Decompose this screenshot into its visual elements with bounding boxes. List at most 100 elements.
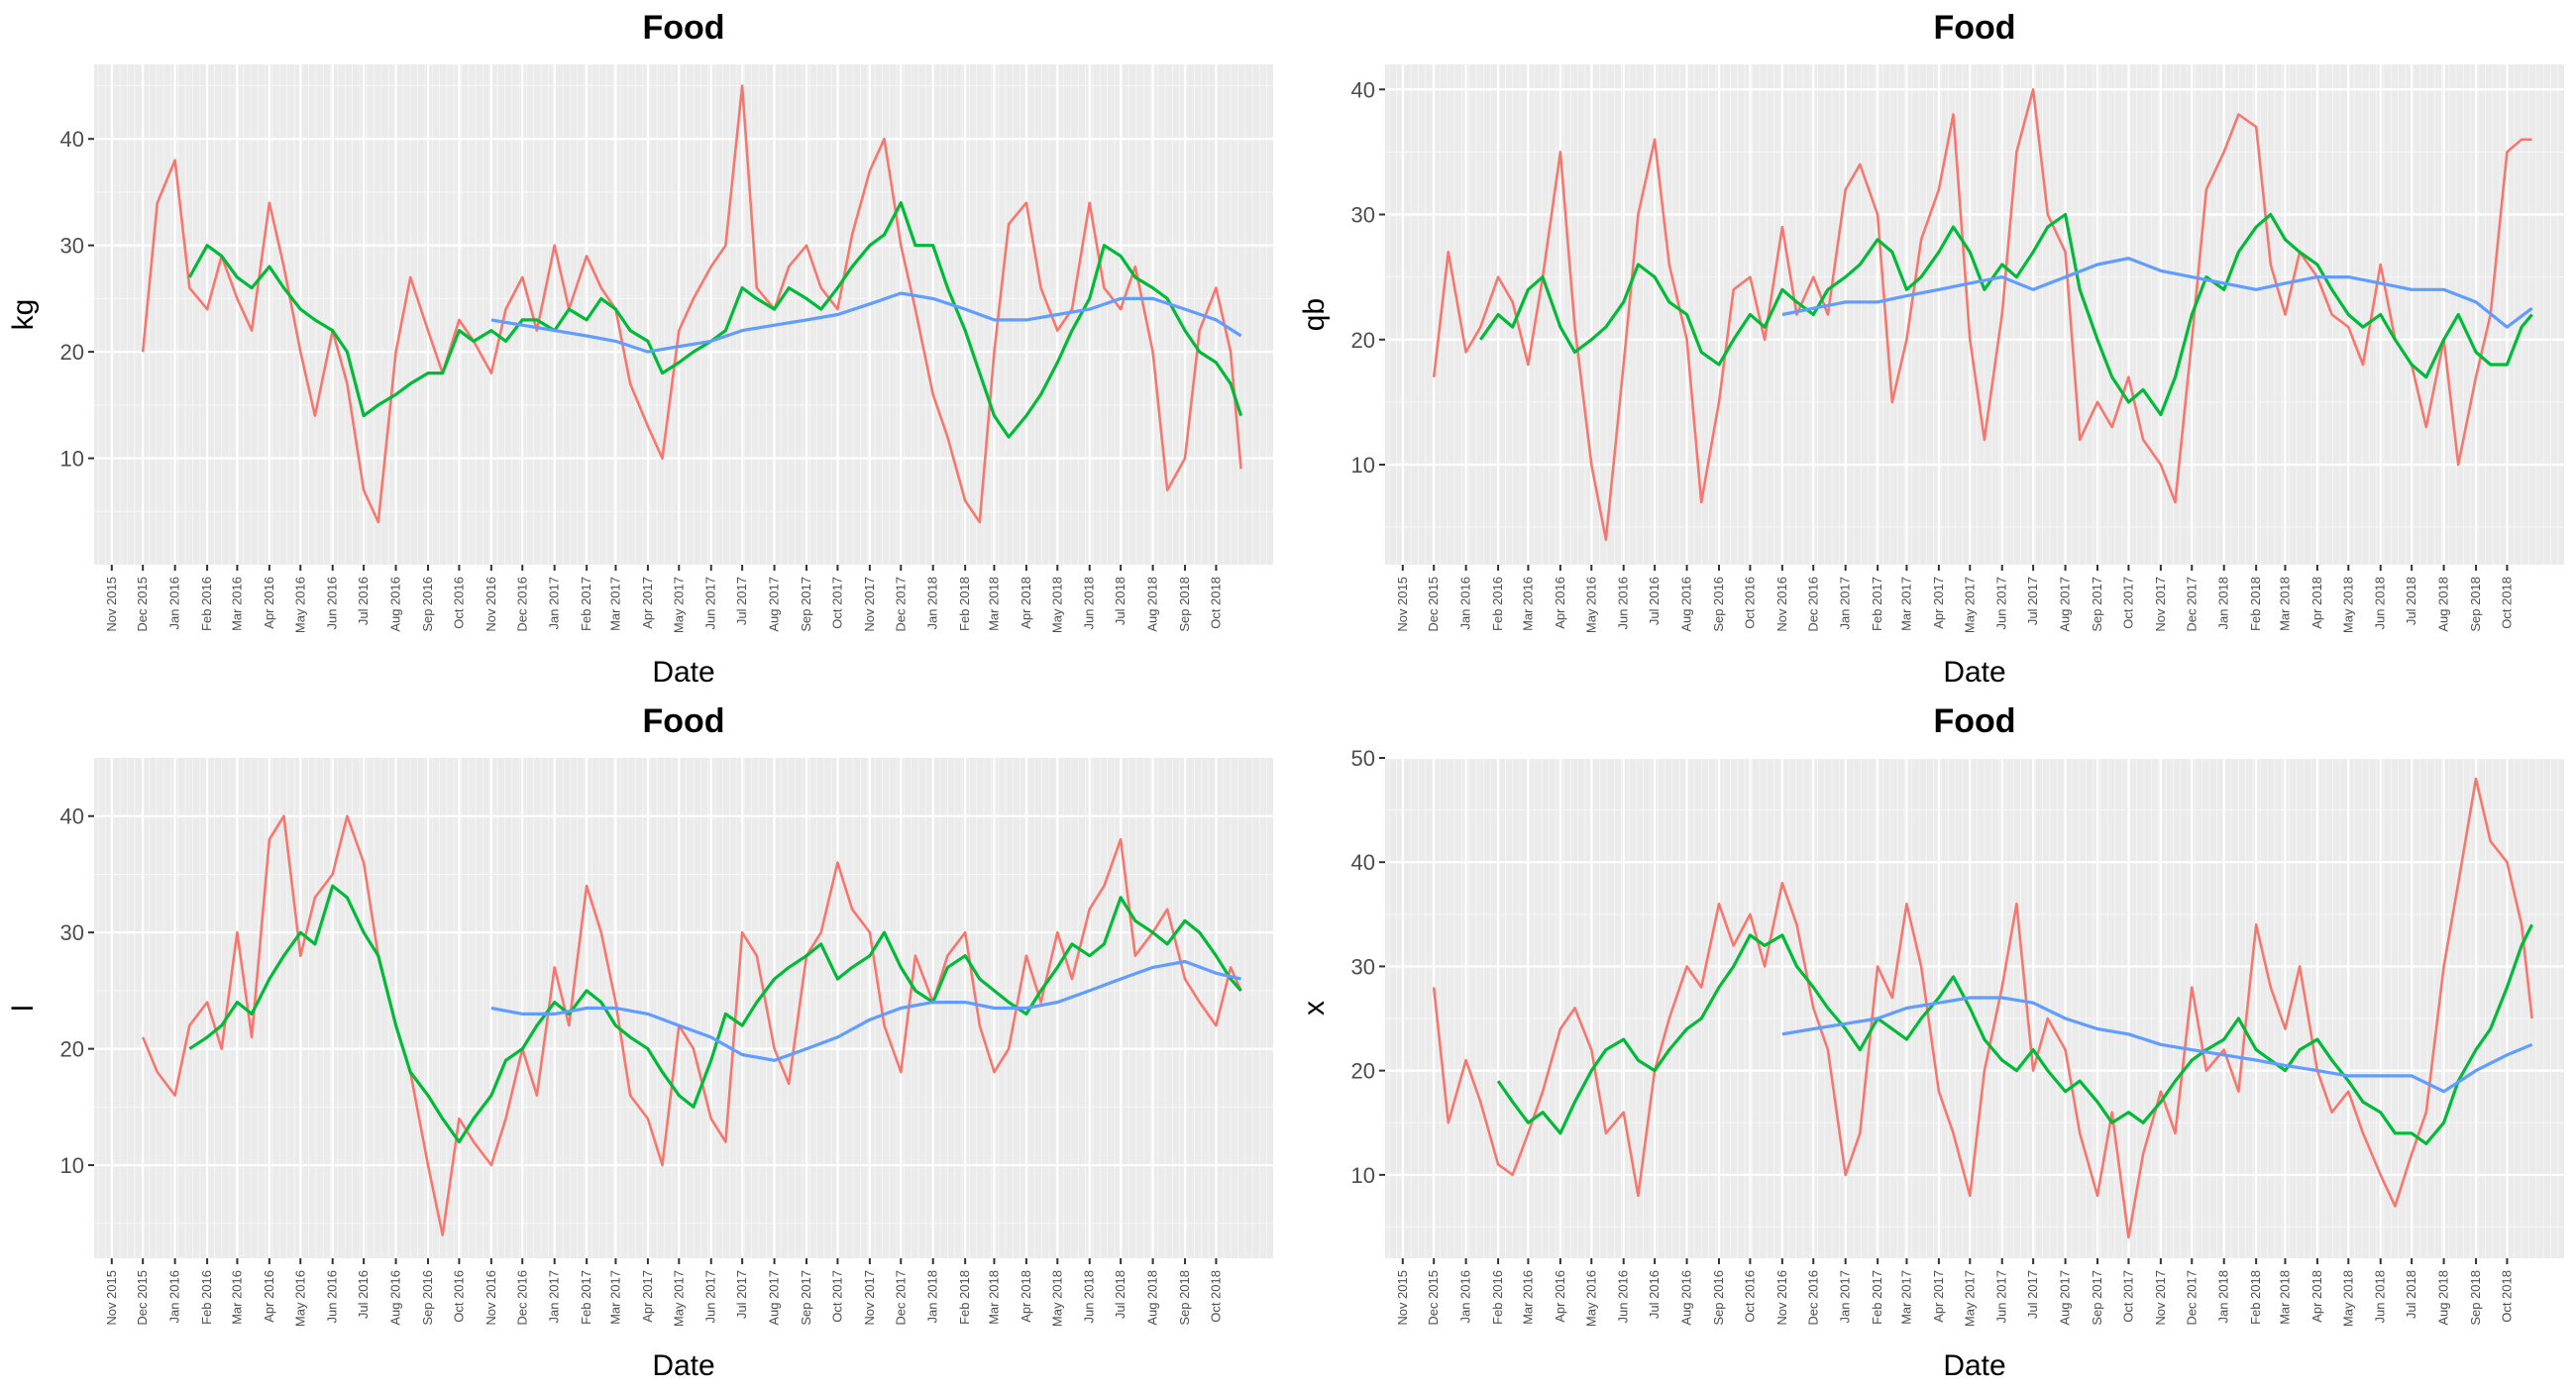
- x-tick-label: Aug 2016: [1679, 577, 1694, 632]
- x-tick-label: Apr 2017: [1931, 1270, 1946, 1323]
- x-tick-label: Mar 2017: [607, 577, 622, 631]
- x-tick-label: Sep 2017: [799, 577, 813, 632]
- chart-panel-3: Nov 2015 Dec 2015 Jan 2016 Feb 2016 Mar 2016…: [7, 702, 1273, 1382]
- y-tick-label: 10: [60, 447, 84, 472]
- y-tick-label: 40: [1351, 850, 1375, 875]
- x-tick-label: Jul 2018: [2404, 577, 2418, 625]
- y-tick-label: 30: [60, 234, 84, 259]
- series-line-long_ma: [490, 291, 1242, 354]
- series-line-short_ma: [1496, 923, 2534, 1145]
- x-tick-label: Oct 2016: [451, 1270, 466, 1323]
- x-tick-label: Jul 2017: [734, 577, 749, 625]
- y-tick-label: 20: [60, 1037, 84, 1062]
- x-tick-label: Apr 2017: [1931, 577, 1946, 629]
- chart-title: Food: [1933, 702, 2015, 740]
- x-tick-label: Jul 2016: [1647, 577, 1662, 625]
- x-tick-label: Aug 2018: [1145, 1270, 1160, 1326]
- x-tick-label: Mar 2016: [229, 577, 244, 631]
- x-tick-label: Feb 2017: [1870, 577, 1884, 631]
- x-tick-label: Aug 2016: [388, 577, 403, 632]
- x-tick-label: Dec 2016: [514, 1270, 529, 1326]
- x-tick-label: Sep 2016: [420, 1270, 435, 1326]
- x-tick-label: May 2018: [1049, 1270, 1064, 1327]
- x-tick-label: Jan 2018: [2216, 577, 2231, 630]
- panel-background: [1385, 758, 2564, 1258]
- x-tick-label: Jan 2016: [1458, 1270, 1473, 1324]
- y-tick-label: 20: [1351, 328, 1375, 353]
- x-tick-label: Nov 2017: [2153, 577, 2168, 632]
- x-tick-label: Nov 2016: [1774, 577, 1789, 632]
- y-axis-title: l: [7, 1005, 40, 1012]
- x-tick-label: May 2018: [2340, 577, 2355, 633]
- panel-background: [94, 64, 1273, 565]
- x-tick-label: Jan 2018: [925, 577, 940, 630]
- x-tick-label: Oct 2017: [2120, 1270, 2135, 1323]
- x-tick-label: Dec 2016: [514, 577, 529, 632]
- x-tick-label: Feb 2016: [199, 577, 214, 631]
- y-tick-label: 50: [1351, 746, 1375, 771]
- x-tick-label: Sep 2016: [1711, 1270, 1726, 1326]
- y-axis-title: qb: [1298, 298, 1331, 331]
- x-tick-label: Oct 2018: [2499, 1270, 2514, 1323]
- y-tick-label: 20: [60, 340, 84, 365]
- series-line-short_ma: [188, 884, 1242, 1144]
- x-tick-label: Nov 2015: [104, 577, 119, 632]
- x-tick-label: Sep 2016: [420, 577, 435, 632]
- x-tick-label: Jun 2018: [1082, 1270, 1097, 1324]
- x-tick-label: Jul 2017: [734, 1270, 749, 1319]
- x-tick-label: Jun 2018: [2373, 1270, 2388, 1324]
- x-tick-label: May 2016: [292, 577, 307, 633]
- x-tick-label: Apr 2018: [1019, 1270, 1033, 1323]
- x-tick-label: Apr 2018: [2309, 577, 2324, 629]
- x-tick-label: Jul 2017: [2025, 1270, 2040, 1319]
- x-tick-label: Nov 2015: [1395, 577, 1410, 632]
- x-tick-label: Apr 2016: [262, 1270, 276, 1323]
- x-tick-label: May 2016: [1583, 1270, 1598, 1327]
- x-tick-label: Nov 2016: [483, 1270, 498, 1326]
- x-tick-label: Jun 2016: [1616, 1270, 1631, 1324]
- chart-title: Food: [642, 702, 724, 740]
- x-tick-label: May 2017: [1962, 577, 1977, 633]
- x-tick-label: Jul 2017: [2025, 577, 2040, 625]
- x-tick-label: Mar 2017: [1898, 1270, 1913, 1325]
- x-tick-label: Jul 2018: [1113, 1270, 1127, 1319]
- x-tick-label: Jan 2017: [547, 577, 562, 630]
- x-axis-title: Date: [1943, 1349, 2005, 1382]
- chart-panel-4: Nov 2015 Dec 2015 Jan 2016 Feb 2016 Mar 2016…: [1298, 702, 2564, 1382]
- series-line-long_ma: [1781, 257, 2533, 329]
- x-tick-label: Jun 2017: [703, 577, 718, 630]
- x-tick-label: Jun 2016: [1616, 577, 1631, 630]
- x-tick-label: Mar 2016: [1520, 577, 1535, 631]
- x-tick-label: Dec 2015: [135, 1270, 150, 1326]
- x-tick-label: Aug 2017: [767, 1270, 782, 1326]
- x-tick-label: Feb 2018: [2248, 577, 2263, 631]
- x-tick-label: Oct 2016: [1742, 577, 1757, 629]
- x-tick-label: Apr 2018: [1019, 577, 1033, 629]
- y-tick-label: 40: [60, 804, 84, 829]
- x-tick-label: Aug 2018: [2436, 577, 2451, 632]
- x-tick-label: Jun 2016: [325, 1270, 340, 1324]
- x-tick-label: Jun 2017: [1994, 1270, 2009, 1324]
- x-tick-label: Sep 2018: [2468, 577, 2483, 632]
- y-tick-label: 30: [1351, 203, 1375, 228]
- x-tick-label: May 2018: [1049, 577, 1064, 633]
- x-tick-label: Apr 2017: [640, 1270, 655, 1323]
- x-tick-label: Nov 2016: [483, 577, 498, 632]
- y-tick-label: 10: [1351, 1163, 1375, 1188]
- x-tick-label: Nov 2017: [2153, 1270, 2168, 1326]
- x-tick-label: Dec 2016: [1805, 1270, 1820, 1326]
- x-tick-label: Feb 2017: [579, 577, 593, 631]
- x-tick-label: May 2016: [292, 1270, 307, 1327]
- series-line-long_ma: [490, 959, 1241, 1062]
- x-tick-label: Dec 2017: [893, 1270, 908, 1326]
- y-tick-label: 40: [60, 127, 84, 152]
- x-tick-label: Oct 2018: [2499, 577, 2514, 629]
- x-tick-label: Dec 2015: [1426, 577, 1441, 632]
- x-tick-label: Mar 2018: [2277, 1270, 2292, 1325]
- x-tick-label: Mar 2018: [986, 577, 1001, 631]
- x-tick-label: May 2017: [671, 577, 686, 633]
- series-line-short_ma: [1478, 212, 2533, 417]
- chart-panel-2: Nov 2015 Dec 2015 Jan 2016 Feb 2016 Mar 2016…: [1298, 9, 2564, 689]
- x-tick-label: Sep 2018: [1177, 577, 1192, 632]
